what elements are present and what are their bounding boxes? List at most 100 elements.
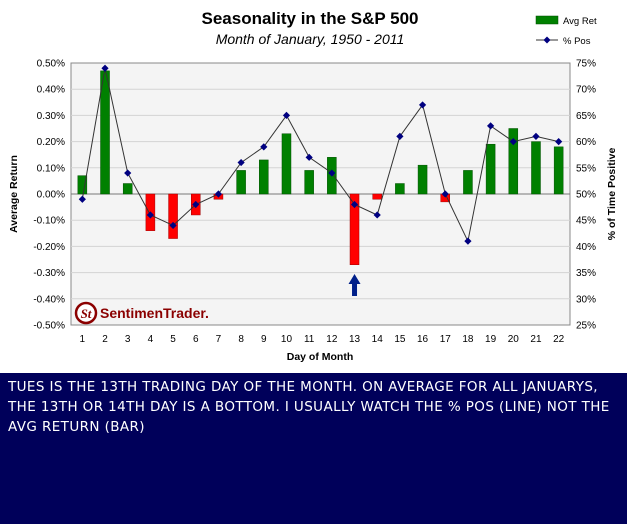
bar-day-19 — [485, 143, 496, 195]
bar-day-5 — [168, 193, 178, 239]
x-tick-label: 21 — [530, 334, 542, 345]
seasonality-chart: Seasonality in the S&P 500 Month of Janu… — [8, 9, 618, 363]
x-tick-label: 9 — [261, 334, 267, 345]
x-tick-label: 13 — [349, 334, 361, 345]
y-tick-label: 0.10% — [37, 163, 65, 174]
x-tick-label: 4 — [148, 334, 154, 345]
pct-pos-marker-day-6 — [192, 200, 200, 209]
x-tick-label: 2 — [102, 334, 108, 345]
pct-pos-line — [81, 68, 559, 243]
x-tick-label: 18 — [462, 334, 474, 345]
y2-tick-label: 50% — [576, 190, 596, 201]
pct-pos-marker-day-8 — [237, 158, 245, 167]
bar-day-3 — [122, 183, 133, 195]
x-axis-ticks: 1 2 3 4 5 6 7 8 9 10 11 12 13 14 15 16 17 18 19 20 21 22 — [80, 334, 565, 345]
x-tick-label: 5 — [170, 334, 176, 345]
pct-pos-marker-day-18 — [464, 237, 472, 245]
x-tick-label: 11 — [304, 334, 315, 345]
x-tick-label: 17 — [440, 334, 452, 345]
annotation-arrow — [348, 274, 361, 296]
pct-pos-marker-day-15 — [396, 132, 404, 140]
legend-avg-ret-label: Avg Ret — [563, 16, 597, 27]
y2-tick-label: 40% — [576, 242, 596, 253]
logo-monogram: St — [81, 306, 92, 321]
bar-day-21 — [531, 141, 541, 195]
pct-pos-marker-day-19 — [487, 122, 495, 130]
x-tick-label: 15 — [394, 334, 406, 345]
bar-day-14 — [372, 193, 382, 200]
logo-circle-icon — [74, 301, 98, 325]
arrow-up-icon — [348, 274, 361, 296]
line-series — [78, 64, 563, 245]
pct-pos-marker-day-14 — [373, 211, 381, 219]
y-axis-label: Average Return — [8, 155, 20, 233]
y-tick-label: -0.50% — [33, 321, 65, 332]
y2-tick-label: 25% — [576, 321, 596, 332]
bar-day-11 — [304, 170, 314, 195]
chart-panel: Seasonality in the S&P 500 Month of Janu… — [8, 9, 618, 363]
pct-pos-marker-day-17 — [441, 190, 449, 198]
x-tick-label: 16 — [417, 334, 429, 345]
y2-axis-label: % of Time Positive — [606, 148, 618, 241]
y2-tick-label: 35% — [576, 268, 596, 279]
pct-pos-marker-day-5 — [169, 221, 177, 230]
legend-diamond-marker — [543, 36, 551, 44]
y2-tick-label: 65% — [576, 111, 596, 122]
x-tick-label: 20 — [508, 334, 520, 345]
pct-pos-marker-day-21 — [532, 132, 540, 140]
x-tick-label: 1 — [80, 334, 86, 345]
y2-tick-label: 75% — [576, 59, 596, 70]
bar-day-10 — [281, 133, 292, 195]
pct-pos-marker-day-7 — [214, 190, 223, 198]
pct-pos-marker-day-13 — [350, 200, 359, 209]
sentimentrader-logo: St SentimenTrader. — [74, 301, 209, 325]
y-tick-label: 0.00% — [37, 190, 65, 201]
note-panel: TUES IS THE 13TH TRADING DAY OF THE MONT… — [0, 373, 627, 524]
pct-pos-marker-day-22 — [555, 138, 563, 146]
x-tick-label: 10 — [281, 334, 293, 345]
bar-day-16 — [417, 164, 428, 195]
bar-day-20 — [508, 128, 519, 195]
legend: Avg Ret % Pos — [535, 15, 597, 47]
bar-day-1 — [77, 175, 88, 195]
y-tick-label: 0.20% — [37, 137, 65, 148]
y2-tick-label: 45% — [576, 216, 596, 227]
y-tick-label: 0.30% — [37, 111, 65, 122]
y2-tick-label: 55% — [576, 163, 596, 174]
y-tick-label: 0.50% — [37, 59, 65, 70]
y2-tick-label: 30% — [576, 294, 596, 305]
pct-pos-marker-day-16 — [418, 101, 427, 109]
pct-pos-marker-day-20 — [509, 138, 517, 146]
pct-pos-marker-day-3 — [124, 169, 132, 177]
pct-pos-marker-day-4 — [146, 211, 154, 219]
bar-day-13 — [349, 193, 360, 265]
note-text: TUES IS THE 13TH TRADING DAY OF THE MONT… — [8, 379, 610, 435]
bar-day-22 — [553, 146, 564, 195]
x-tick-label: 19 — [485, 334, 497, 345]
x-tick-label: 7 — [216, 334, 222, 345]
x-tick-label: 14 — [372, 334, 384, 345]
pct-pos-marker-day-12 — [328, 169, 336, 177]
bar-day-2 — [100, 70, 110, 195]
bar-day-9 — [259, 159, 269, 195]
y2-axis-ticks: 75% 70% 65% 60% 55% 50% 45% 40% 35% 30% 25% — [576, 59, 596, 332]
x-tick-label: 6 — [193, 334, 199, 345]
bar-day-15 — [395, 183, 405, 195]
legend-pct-pos-label: % Pos — [563, 36, 591, 47]
y-axis-ticks: 0.50% 0.40% 0.30% 0.20% 0.10% 0.00% -0.10% -0.2… — [33, 59, 65, 332]
pct-pos-marker-day-11 — [305, 153, 313, 161]
y2-tick-label: 70% — [576, 85, 596, 96]
x-tick-label: 3 — [125, 334, 131, 345]
bar-day-8 — [236, 170, 246, 195]
pct-pos-marker-day-2 — [101, 64, 109, 72]
y-tick-label: -0.40% — [33, 294, 65, 305]
pct-pos-marker-day-9 — [260, 143, 268, 151]
chart-subtitle: Month of January, 1950 - 2011 — [216, 31, 405, 47]
y-tick-label: -0.10% — [33, 216, 65, 227]
logo-wordmark: SentimenTrader. — [100, 305, 209, 321]
y-tick-label: -0.20% — [33, 242, 65, 253]
y-tick-label: -0.30% — [33, 268, 65, 279]
bar-day-18 — [463, 170, 473, 195]
y2-tick-label: 60% — [576, 137, 596, 148]
chart-title: Seasonality in the S&P 500 — [202, 9, 419, 28]
